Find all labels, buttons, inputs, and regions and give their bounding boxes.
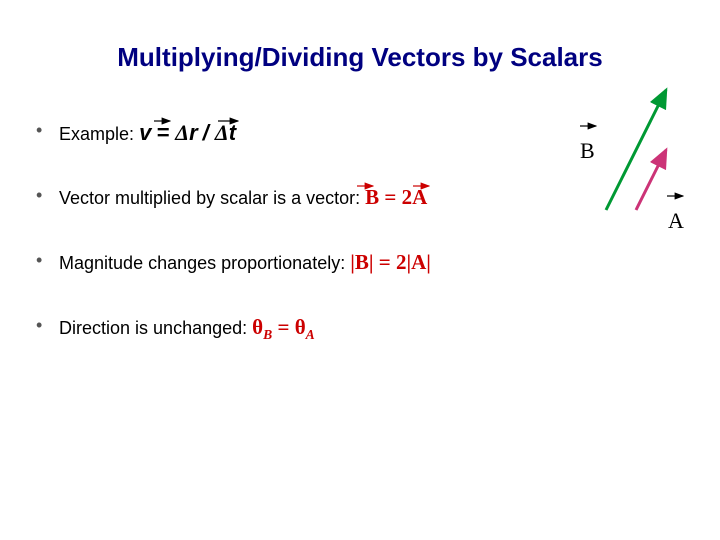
delta-1: Δ <box>175 120 189 145</box>
theta-1: θ <box>252 315 263 339</box>
equation-abs: |B| = 2|A| <box>350 250 431 274</box>
theta-2: θ <box>295 315 306 339</box>
delta-2: Δ <box>215 120 229 145</box>
equation-theta: θB = θA <box>252 315 315 339</box>
bullet-magnitude-text: Magnitude changes proportionately: <box>59 253 350 273</box>
var-r: r <box>189 120 198 145</box>
var-t: t <box>229 120 236 145</box>
equation-b2a: B = 2A <box>365 185 427 209</box>
bullet-example-prefix: Example: <box>59 124 139 144</box>
bullet-dot-icon: • <box>36 315 54 336</box>
bullet-dot-icon: • <box>36 250 54 271</box>
bullet-example: • Example: v = Δr / Δt <box>36 120 236 146</box>
bullet-vector-mult: • Vector multiplied by scalar is a vecto… <box>36 185 427 210</box>
theta-sub-a: A <box>306 327 315 342</box>
slide-title: Multiplying/Dividing Vectors by Scalars <box>0 42 720 73</box>
theta-sub-b: B <box>263 327 272 342</box>
bullet-dot-icon: • <box>36 185 54 206</box>
vector-label-a: A <box>668 208 684 234</box>
bullet-direction-text: Direction is unchanged: <box>59 318 252 338</box>
slide: Multiplying/Dividing Vectors by Scalars … <box>0 0 720 540</box>
bullet-dot-icon: • <box>36 120 54 141</box>
slash: / <box>203 120 215 145</box>
bullet-direction: • Direction is unchanged: θB = θA <box>36 315 315 343</box>
bullet-vector-mult-text: Vector multiplied by scalar is a vector: <box>59 188 365 208</box>
bullet-magnitude: • Magnitude changes proportionately: |B|… <box>36 250 431 275</box>
eq-sign: = <box>156 120 175 145</box>
vector-label-b: B <box>580 138 595 164</box>
var-v: v <box>139 120 151 145</box>
theta-eq: = <box>272 315 294 339</box>
